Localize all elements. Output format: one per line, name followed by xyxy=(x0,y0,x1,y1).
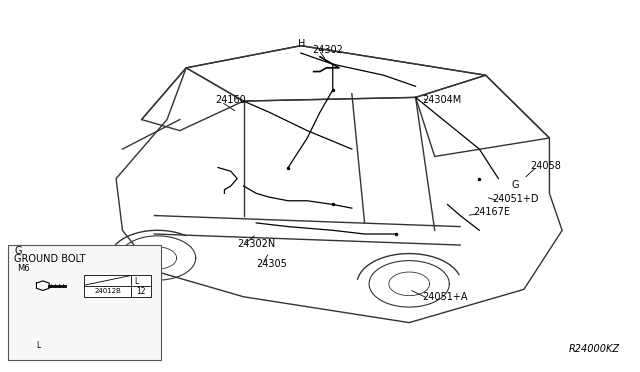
Bar xyxy=(84,275,151,297)
Text: GROUND BOLT: GROUND BOLT xyxy=(14,254,86,264)
Text: R24000KZ: R24000KZ xyxy=(568,344,620,354)
Text: G: G xyxy=(511,180,518,190)
Text: L: L xyxy=(36,341,41,350)
Bar xyxy=(8,245,161,359)
Text: 24305: 24305 xyxy=(256,259,287,269)
Text: 24302N: 24302N xyxy=(237,239,275,249)
Text: M6: M6 xyxy=(17,264,30,273)
Text: 24160: 24160 xyxy=(215,95,246,105)
Text: 24058: 24058 xyxy=(531,161,561,171)
Text: 24167E: 24167E xyxy=(473,207,510,217)
Text: H: H xyxy=(298,39,305,49)
Text: 24304M: 24304M xyxy=(422,95,461,105)
Text: G: G xyxy=(14,246,22,256)
Text: 24302: 24302 xyxy=(312,45,343,55)
Text: 12: 12 xyxy=(136,287,146,296)
Text: 24012B: 24012B xyxy=(94,288,121,294)
Text: 24051+A: 24051+A xyxy=(422,292,467,302)
Text: L: L xyxy=(134,277,138,286)
Text: 24051+D: 24051+D xyxy=(492,195,538,205)
